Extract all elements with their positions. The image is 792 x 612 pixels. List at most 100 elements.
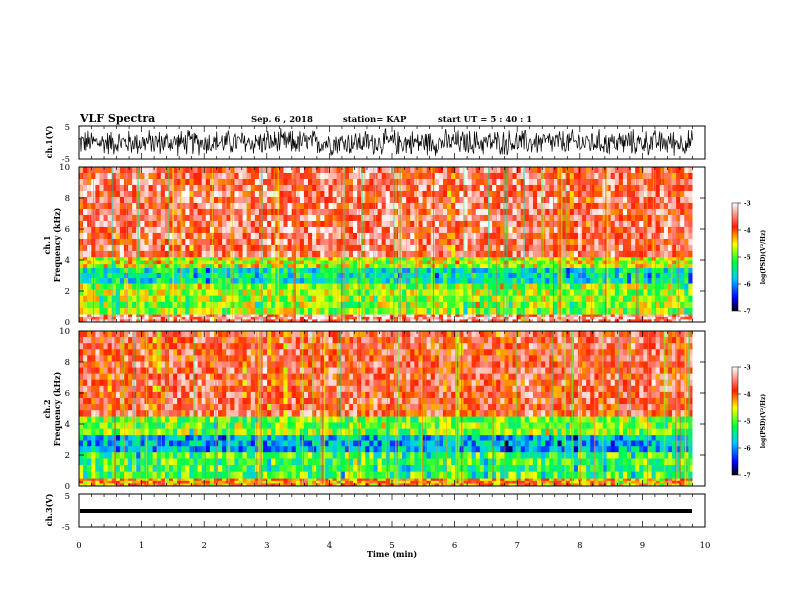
spectrogram-cell [410, 295, 415, 303]
spectrogram-cell [455, 478, 460, 482]
spectrogram-cell [561, 244, 566, 252]
spectrogram-cell [553, 167, 558, 174]
spectrogram-cell [189, 232, 194, 240]
spectrogram-cell [434, 172, 440, 180]
spectrogram-cell [688, 295, 693, 303]
ch1-spectrogram-ylabel-channel: ch.1 [42, 235, 52, 254]
spectrogram-cell [152, 238, 158, 246]
spectrogram-cell [406, 283, 411, 290]
spectrogram-cell [422, 301, 427, 309]
spectrogram-cell [680, 289, 685, 296]
spectrogram-cell [181, 478, 186, 482]
spectrogram-cell [520, 260, 526, 265]
spectrogram-cell [279, 272, 284, 279]
spectrogram-cell [303, 208, 309, 216]
spectrogram-cell [348, 232, 354, 240]
spectrogram-cell [205, 208, 211, 216]
spectrogram-cell [602, 283, 607, 290]
spectrogram-cell [418, 208, 423, 216]
spectrogram-cell [271, 172, 276, 180]
spectrogram-cell [676, 483, 681, 487]
spectrogram-cell [635, 478, 640, 482]
spectrogram-cell [459, 289, 464, 296]
spectrogram-cell [418, 190, 423, 198]
spectrogram-cell [189, 178, 194, 186]
spectrogram-cell [218, 283, 223, 290]
spectrogram-cell [365, 172, 370, 180]
spectrogram-cell [320, 250, 325, 258]
spectrogram-cell [377, 283, 382, 290]
spectrogram-cell [312, 272, 317, 279]
spectrogram-cell [99, 238, 104, 246]
spectrogram-cell [496, 202, 501, 210]
spectrogram-cell [316, 244, 321, 252]
spectrogram-cell [500, 167, 505, 174]
spectrogram-cell [283, 314, 288, 318]
spectrogram-cell [667, 314, 673, 318]
spectrogram-cell [160, 267, 166, 274]
spectrogram-cell [312, 250, 317, 258]
spectrogram-cell [684, 256, 689, 261]
spectrogram-cell [275, 220, 280, 228]
spectrogram-cell [328, 278, 333, 284]
spectrogram-cell [222, 214, 227, 222]
spectrogram-cell [643, 480, 648, 484]
spectrogram-cell [487, 167, 493, 174]
spectrogram-cell [569, 172, 575, 180]
spectrogram-cell [430, 308, 436, 315]
spectrogram-cell [672, 480, 677, 484]
spectrogram-cell [197, 264, 202, 269]
spectrogram-cell [197, 167, 202, 174]
spectrogram-cell [532, 208, 538, 216]
spectrogram-cell [643, 244, 648, 252]
frequency-tick-label: 2 [65, 287, 70, 297]
spectrogram-cell [463, 167, 468, 174]
spectrogram-cell [181, 238, 186, 246]
spectrogram-cell [377, 226, 382, 234]
spectrogram-cell [663, 190, 669, 198]
spectrogram-cell [549, 256, 554, 261]
spectrogram-cell [369, 260, 374, 265]
spectrogram-cell [377, 250, 382, 258]
spectrogram-cell [369, 190, 374, 198]
spectrogram-cell [520, 480, 526, 484]
spectrogram-cell [487, 172, 493, 180]
spectrogram-cell [205, 295, 211, 303]
spectrogram-cell [483, 308, 489, 315]
spectrogram-cell [222, 226, 227, 234]
spectrogram-cell [83, 196, 88, 204]
spectrogram-cell [250, 202, 256, 210]
spectrogram-cell [631, 184, 636, 192]
spectrogram-cell [348, 184, 354, 192]
spectrogram-cell [160, 190, 166, 198]
spectrogram-cell [283, 220, 288, 228]
spectrogram-cell [209, 478, 215, 482]
spectrogram-cell [602, 250, 607, 258]
spectrogram-cell [267, 267, 272, 274]
spectrogram-cell [410, 480, 415, 484]
spectrogram-cell [438, 316, 444, 320]
spectrogram-cell [512, 226, 517, 234]
spectrogram-cell [524, 256, 530, 261]
spectrogram-cell [234, 178, 239, 186]
spectrogram-cell [582, 244, 587, 252]
spectrogram-cell [189, 250, 194, 258]
spectrogram-cell [254, 308, 260, 315]
spectrogram-cell [115, 244, 121, 252]
spectrogram-cell [79, 480, 84, 484]
spectrogram-cell [267, 184, 272, 192]
spectrogram-cell [348, 314, 354, 318]
spectrogram-cell [132, 264, 137, 269]
spectrogram-cell [406, 264, 411, 269]
spectrogram-cell [128, 220, 133, 228]
spectrogram-cell [524, 316, 530, 320]
spectrogram-cell [185, 272, 190, 279]
spectrogram-cell [267, 301, 272, 309]
spectrogram-cell [561, 214, 566, 222]
spectrogram-cell [234, 250, 239, 258]
spectrogram-cell [132, 238, 137, 246]
spectrogram-cell [672, 289, 677, 296]
spectrogram-cell [606, 316, 611, 320]
spectrogram-cell [222, 256, 227, 261]
spectrogram-cell [336, 272, 342, 279]
